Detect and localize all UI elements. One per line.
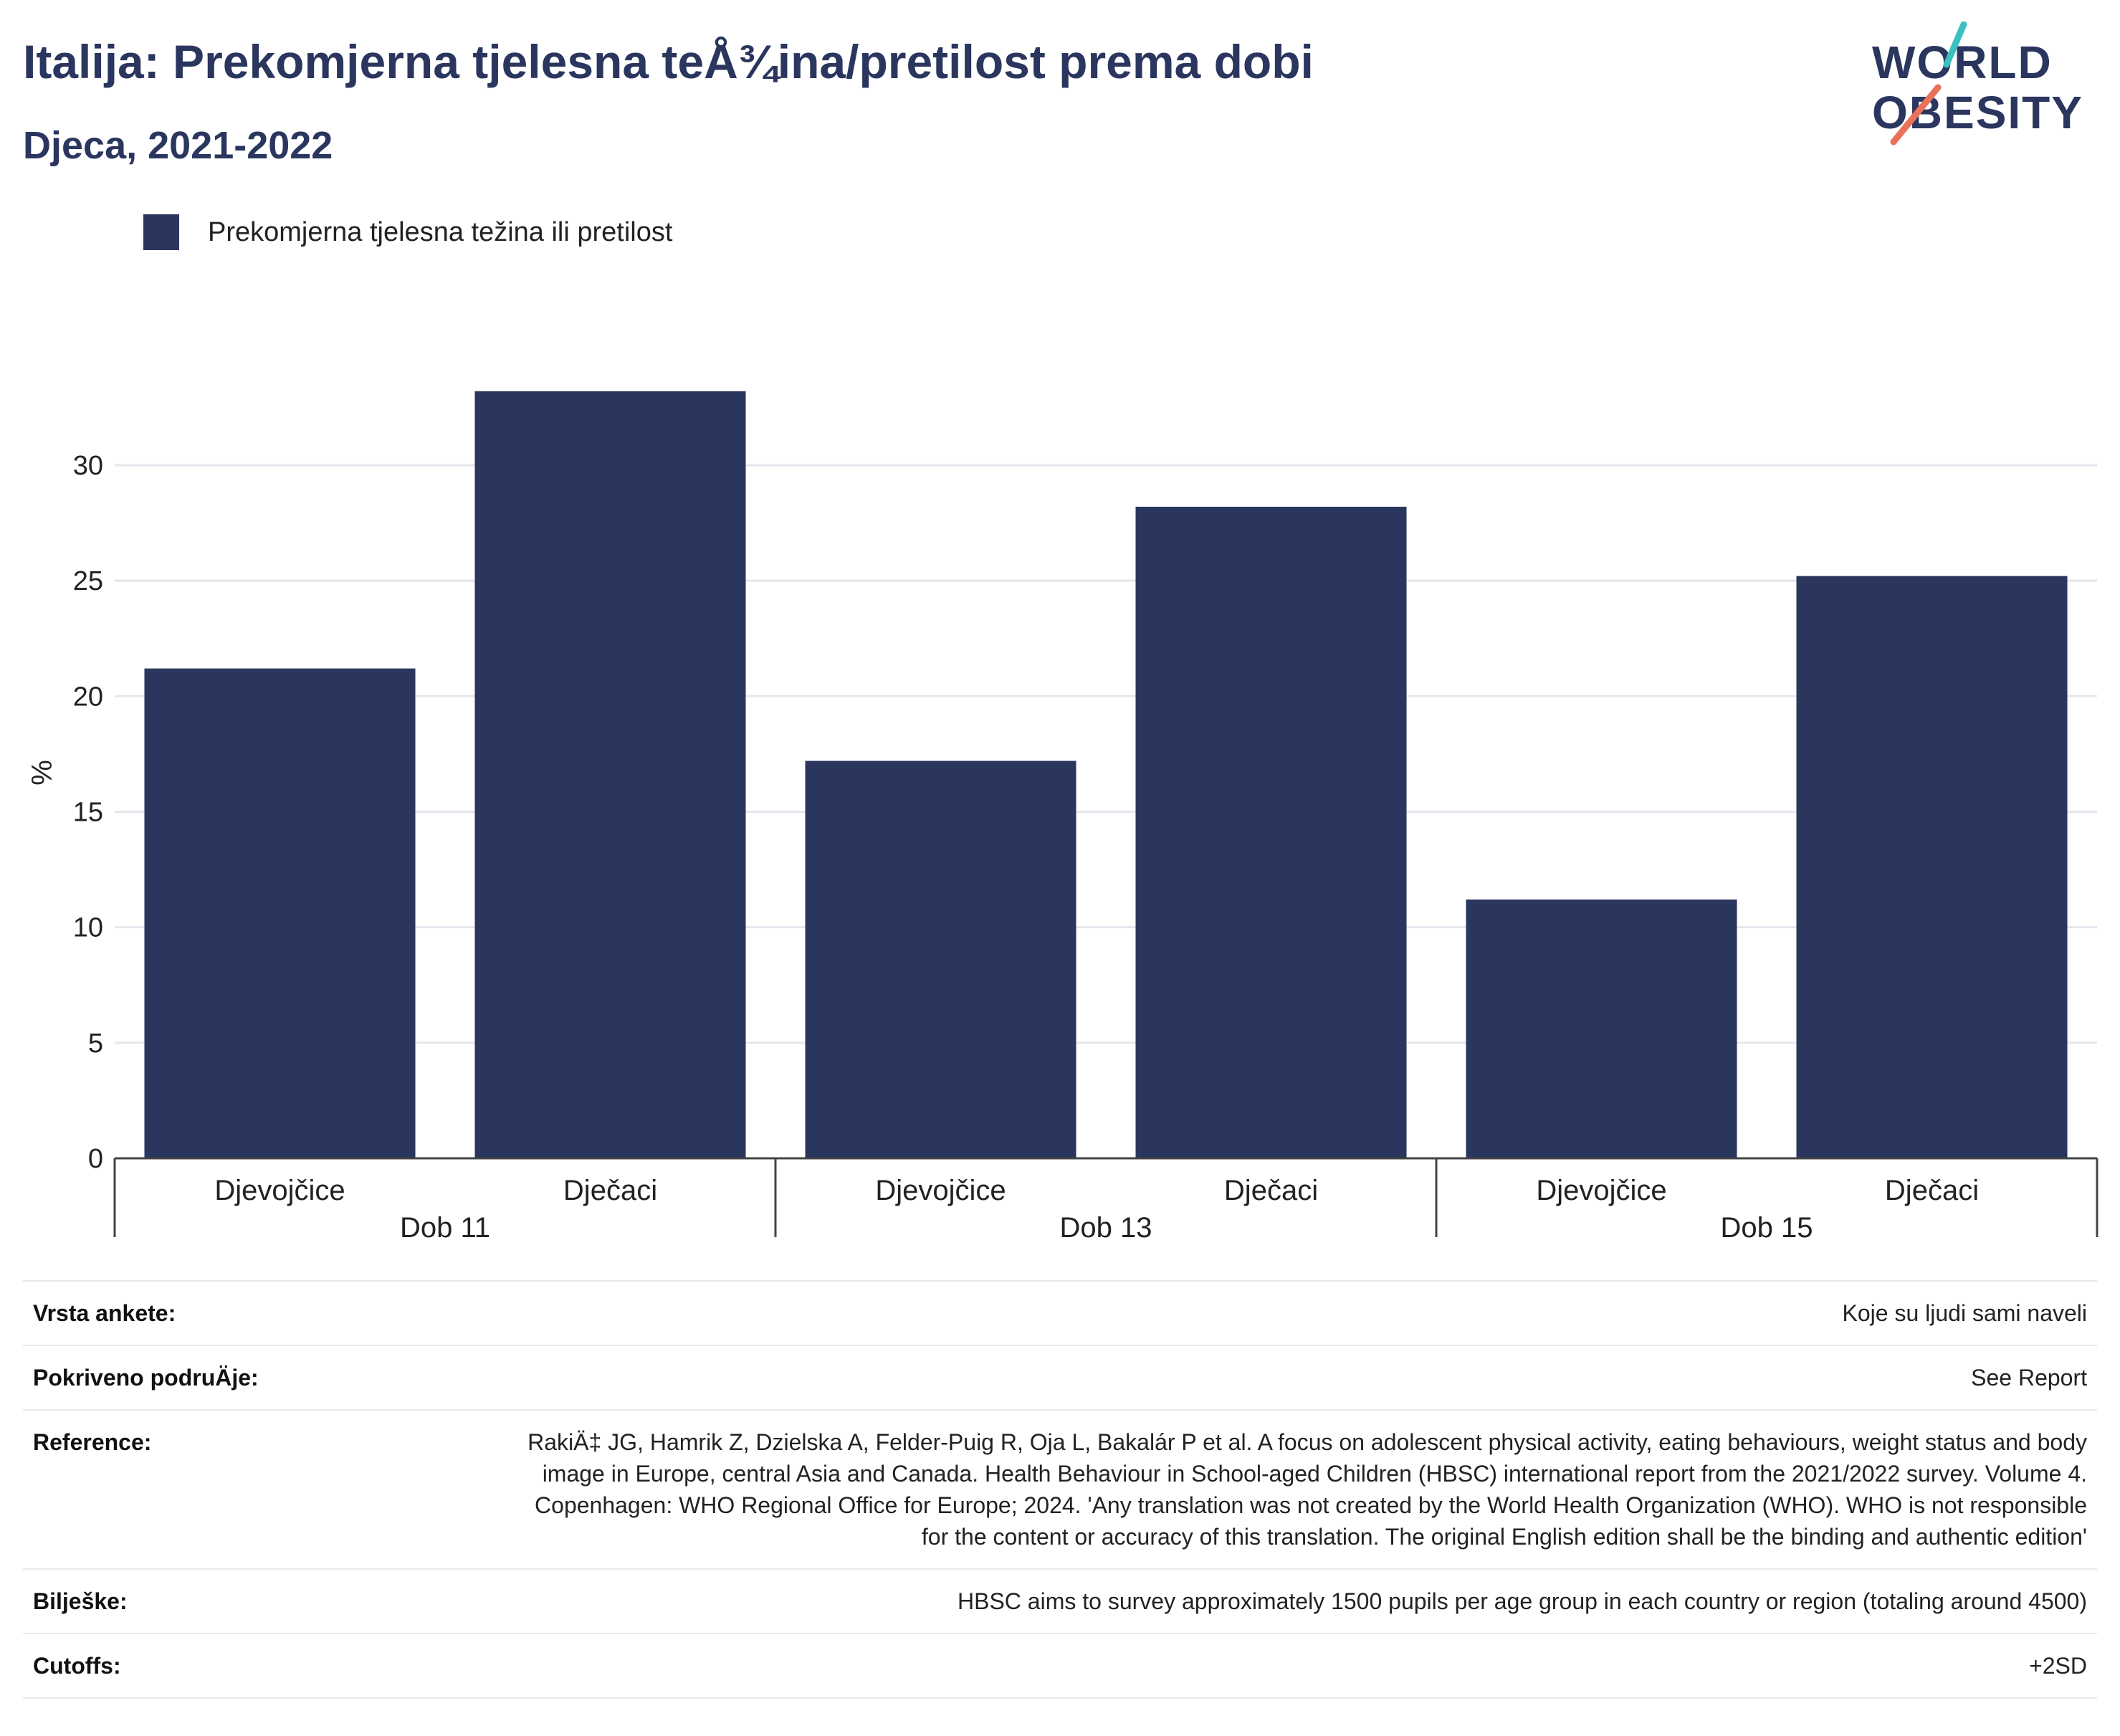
bar xyxy=(1466,899,1737,1158)
bar xyxy=(1796,576,2068,1158)
info-key: Reference: xyxy=(33,1429,152,1455)
y-tick-label: 5 xyxy=(88,1029,103,1059)
info-value: Koje su ljudi sami naveli xyxy=(1842,1300,2088,1326)
x-group-label: Dob 13 xyxy=(1060,1212,1152,1244)
info-row-survey-type: Vrsta ankete: Koje su ljudi sami naveli xyxy=(23,1282,2097,1346)
info-row-notes: Bilješke: HBSC aims to survey approximat… xyxy=(23,1570,2097,1634)
x-category-label: Djevojčice xyxy=(1536,1175,1666,1206)
info-value: See Report xyxy=(1971,1365,2087,1391)
x-category-label: Dječaci xyxy=(563,1175,657,1206)
y-axis-label: % xyxy=(27,760,58,786)
bar xyxy=(805,760,1076,1158)
info-key: Cutoffs: xyxy=(33,1653,121,1679)
x-category-label: Dječaci xyxy=(1885,1175,1979,1206)
x-category-label: Djevojčice xyxy=(875,1175,1006,1206)
logo-slash-icon xyxy=(1890,22,1967,146)
info-row-reference: Reference: RakiÄ‡ JG, Hamrik Z, Dzielska… xyxy=(23,1411,2097,1570)
bar-chart: 0 5 10 15 20 25 30% Djevojčice Dječaci Dob 11 Djev… xyxy=(27,391,2098,1244)
y-tick-label: 0 xyxy=(88,1144,103,1174)
x-category-label: Dječaci xyxy=(1224,1175,1318,1206)
page-subtitle: Djeca, 2021-2022 xyxy=(23,124,333,167)
bar xyxy=(1135,506,1407,1158)
info-value: HBSC aims to survey approximately 1500 p… xyxy=(958,1588,2087,1614)
info-value: RakiÄ‡ JG, Hamrik Z, Dzielska A, Felder-… xyxy=(527,1429,2087,1550)
logo-line-1: WORLD xyxy=(1872,37,2053,88)
x-group-label: Dob 15 xyxy=(1721,1212,1813,1244)
y-tick-label: 15 xyxy=(73,797,103,827)
info-key: Pokriveno podruÄje: xyxy=(33,1365,259,1391)
world-obesity-logo: WORLD OBESITY xyxy=(1872,22,2101,151)
info-key: Bilješke: xyxy=(33,1588,128,1614)
y-tick-label: 25 xyxy=(73,566,103,596)
legend-label: Prekomjerna tjelesna težina ili pretilos… xyxy=(208,216,673,247)
page-title: Italija: Prekomjerna tjelesna teÅ¾ina/pr… xyxy=(23,35,1314,88)
x-category-label: Djevojčice xyxy=(214,1175,345,1206)
info-value: +2SD xyxy=(2029,1653,2087,1679)
chart-legend: Prekomjerna tjelesna težina ili pretilos… xyxy=(143,214,672,251)
x-group-label: Dob 11 xyxy=(400,1212,490,1244)
y-tick-label: 20 xyxy=(73,682,103,712)
bar xyxy=(144,668,416,1158)
bar xyxy=(474,391,746,1158)
info-key: Vrsta ankete: xyxy=(33,1300,176,1326)
info-table: Vrsta ankete: Koje su ljudi sami naveli … xyxy=(23,1280,2097,1699)
info-row-area: Pokriveno podruÄje: See Report xyxy=(23,1346,2097,1411)
y-tick-label: 30 xyxy=(73,451,103,481)
y-tick-label: 10 xyxy=(73,913,103,943)
legend-swatch xyxy=(143,214,179,250)
info-row-cutoffs: Cutoffs: +2SD xyxy=(23,1634,2097,1699)
